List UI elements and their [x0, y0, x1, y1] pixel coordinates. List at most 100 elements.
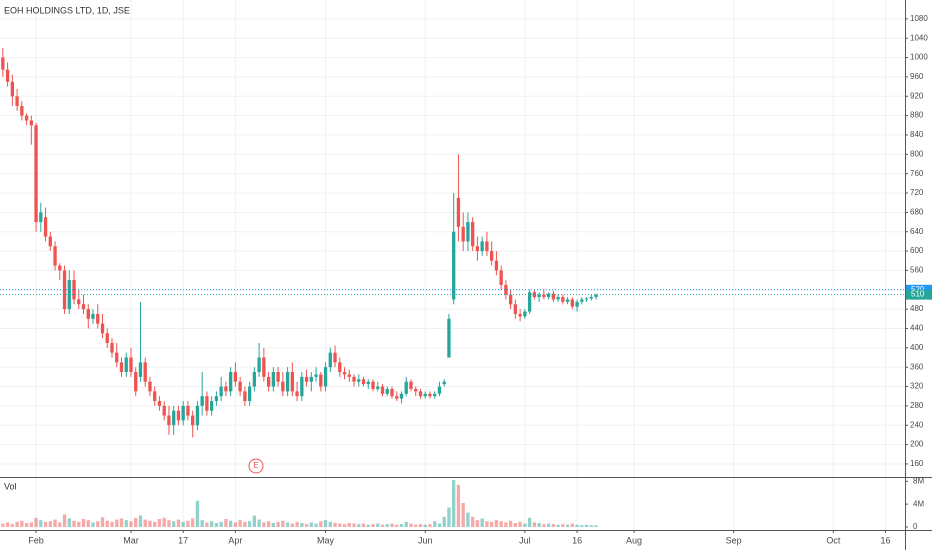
volume-bar — [456, 484, 461, 527]
candle-body — [589, 297, 593, 299]
volume-bar — [115, 519, 119, 527]
candle-body — [513, 304, 518, 314]
candle-body — [205, 396, 209, 411]
volume-bar — [91, 522, 95, 527]
volume-bar — [233, 522, 238, 527]
candle-body — [252, 372, 257, 387]
candle-body — [295, 391, 299, 397]
volume-bar — [414, 524, 418, 527]
volume-bar — [219, 521, 223, 527]
candle-body — [53, 246, 57, 266]
candle-body — [20, 105, 24, 116]
volume-bar — [499, 521, 503, 527]
volume-bar — [433, 521, 437, 527]
volume-bar — [276, 521, 280, 527]
volume-bar — [62, 514, 67, 527]
x-tick-label: Jun — [418, 535, 433, 545]
volume-bar — [352, 523, 356, 527]
candle-body — [456, 197, 461, 227]
volume-bar — [342, 524, 347, 527]
volume-bar — [20, 520, 24, 527]
candle-body — [134, 372, 138, 392]
y-tick-label: 840 — [910, 130, 924, 139]
candle-body — [309, 376, 313, 382]
candle-body — [594, 294, 598, 298]
volume-bar — [5, 522, 10, 527]
y-tick-label: 320 — [910, 382, 924, 391]
candle-body — [43, 217, 48, 237]
candle-body — [247, 386, 252, 402]
candle-body — [580, 299, 584, 302]
volume-bar — [110, 521, 114, 527]
candle-body — [437, 386, 442, 394]
candle-body — [271, 372, 276, 387]
candle-body — [266, 376, 271, 387]
candle-body — [238, 381, 242, 392]
volume-bar — [157, 519, 162, 527]
candle-body — [342, 372, 347, 375]
candle-body — [91, 313, 95, 319]
volume-bar — [328, 521, 332, 527]
candle-body — [195, 405, 200, 426]
y-tick-label: 760 — [910, 169, 924, 178]
volume-bar — [67, 518, 71, 527]
candle-body — [5, 69, 10, 82]
y-tick-label: 200 — [910, 440, 924, 449]
event-marker-circle[interactable] — [248, 458, 264, 474]
volume-bar — [395, 524, 399, 527]
volume-label: Vol — [4, 481, 17, 491]
volume-bar — [390, 523, 394, 527]
volume-bar — [153, 521, 157, 527]
volume-bar — [181, 521, 185, 527]
volume-bar — [191, 518, 195, 527]
volume-bar — [423, 524, 427, 527]
price-label: 520 — [911, 285, 925, 294]
volume-bar — [39, 520, 43, 527]
volume-bar — [29, 522, 33, 527]
volume-bar — [404, 521, 408, 527]
chart-title: EOH HOLDINGS LTD, 1D, JSE — [4, 5, 130, 15]
volume-bar — [556, 524, 560, 527]
volume-bar — [561, 524, 565, 527]
candle-body — [527, 292, 532, 312]
event-marker[interactable]: E — [253, 461, 258, 470]
candle-body — [489, 251, 494, 261]
candle-body — [542, 294, 546, 298]
volume-bar — [527, 517, 532, 527]
volume-bar — [186, 520, 190, 527]
volume-tick-label: 0 — [913, 522, 918, 531]
volume-bar — [523, 523, 527, 527]
volume-bar — [399, 524, 404, 527]
candle-body — [366, 381, 370, 385]
candle-body — [157, 401, 162, 406]
volume-bar — [247, 521, 252, 527]
y-tick-label: 440 — [910, 324, 924, 333]
candle-body — [461, 226, 465, 242]
candle-body — [105, 333, 109, 343]
candle-body — [584, 298, 589, 300]
candle-body — [186, 405, 190, 416]
candle-body — [29, 120, 33, 126]
candle-body — [475, 246, 480, 252]
volume-bar — [565, 524, 570, 527]
x-tick-label: May — [317, 535, 335, 545]
candle-body — [110, 342, 114, 353]
volume-bar — [466, 512, 470, 527]
candle-body — [281, 381, 285, 392]
volume-bar — [81, 519, 86, 527]
volume-bar — [143, 519, 147, 527]
candle-body — [575, 301, 579, 307]
y-tick-label: 880 — [910, 111, 924, 120]
volume-bar — [134, 517, 138, 527]
candle-body — [409, 381, 413, 389]
price-label-box — [906, 289, 932, 300]
candle-body — [176, 410, 181, 421]
volume-bar — [124, 520, 128, 527]
candle-body — [428, 393, 432, 397]
volume-bar — [34, 517, 38, 527]
candle-body — [96, 313, 100, 324]
candle-body — [371, 381, 375, 389]
candle-body — [357, 379, 361, 382]
volume-bar — [537, 523, 541, 527]
